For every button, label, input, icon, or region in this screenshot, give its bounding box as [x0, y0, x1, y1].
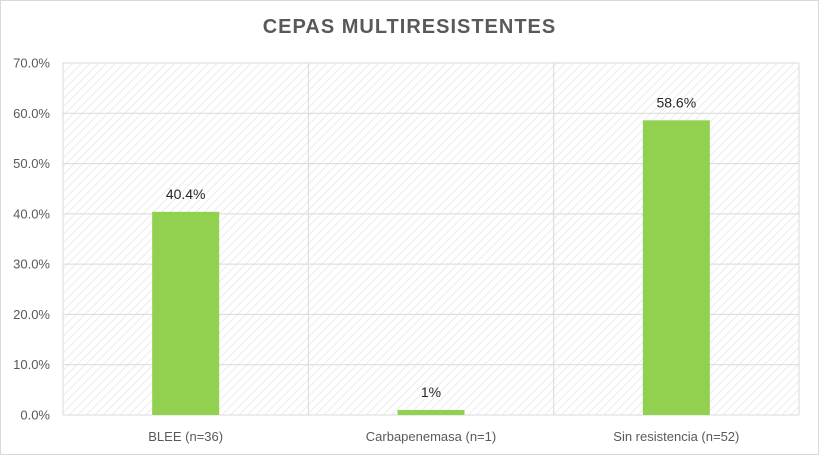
y-tick-label: 50.0%: [13, 156, 50, 171]
bars: [152, 120, 710, 415]
data-label: 40.4%: [166, 186, 206, 202]
data-labels: 40.4% 1% 58.6%: [166, 94, 696, 400]
y-tick-label: 70.0%: [13, 56, 50, 71]
category-label: Sin resistencia (n=52): [613, 429, 739, 444]
bar: [642, 120, 710, 415]
bar: [152, 211, 220, 415]
category-label: Carbapenemasa (n=1): [366, 429, 496, 444]
data-label: 1%: [421, 384, 441, 400]
y-tick-label: 40.0%: [13, 206, 50, 221]
chart-title: CEPAS MULTIRESISTENTES: [262, 16, 557, 38]
y-tick-label: 0.0%: [20, 408, 50, 423]
category-label: BLEE (n=36): [148, 429, 223, 444]
y-tick-label: 10.0%: [13, 357, 50, 372]
y-axis-ticks: 0.0% 10.0% 20.0% 30.0% 40.0% 50.0% 60.0% 70.0%: [13, 56, 50, 423]
x-axis-categories: BLEE (n=36) Carbapenemasa (n=1) Sin resist…: [148, 429, 739, 444]
y-tick-label: 30.0%: [13, 257, 50, 272]
y-tick-label: 60.0%: [13, 106, 50, 121]
bar: [397, 409, 465, 415]
data-label: 58.6%: [656, 94, 696, 110]
y-tick-label: 20.0%: [13, 307, 50, 322]
